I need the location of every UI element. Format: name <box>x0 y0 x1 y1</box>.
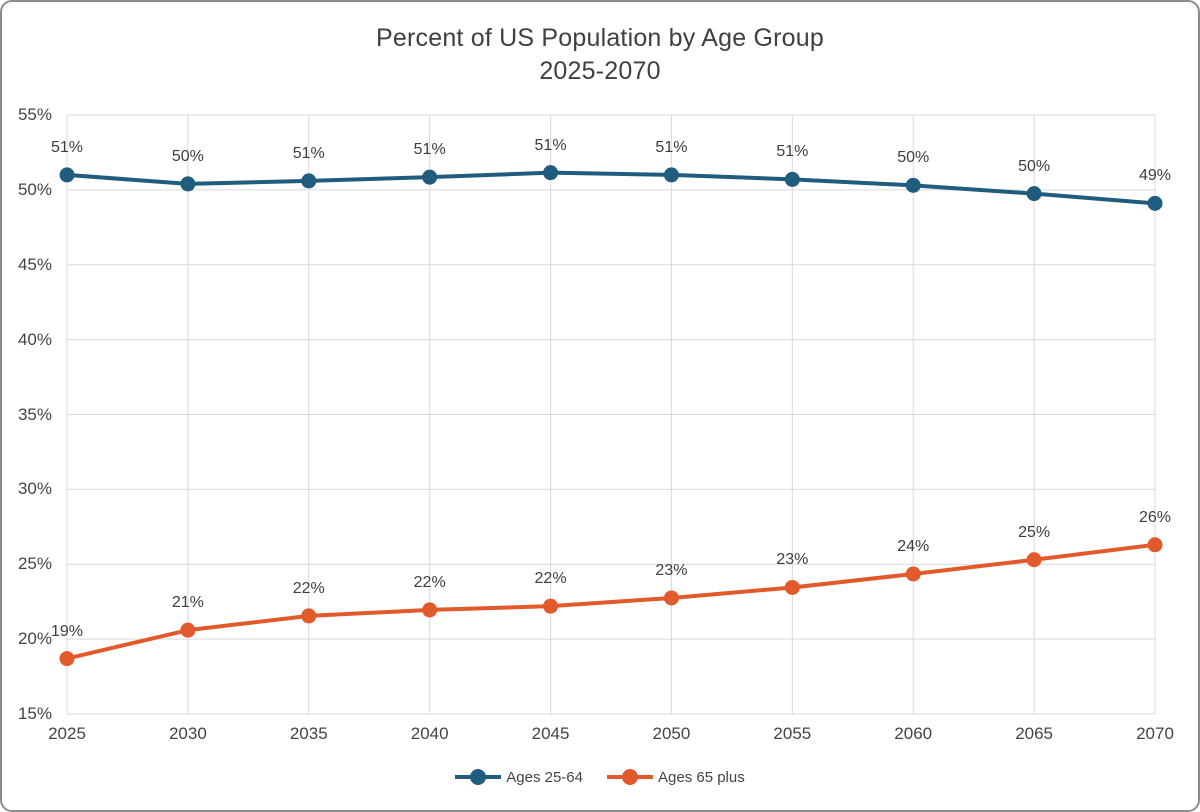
chart-title: Percent of US Population by Age Group 20… <box>2 22 1198 88</box>
legend: Ages 25-64 Ages 65 plus <box>2 768 1198 786</box>
data-point-ages-25-64 <box>301 173 317 189</box>
data-point-ages-25-64 <box>422 169 438 185</box>
legend-label: Ages 25-64 <box>506 768 583 786</box>
data-point-ages-65-plus <box>422 602 438 618</box>
data-point-ages-25-64 <box>663 167 679 183</box>
data-point-ages-65-plus <box>543 598 559 614</box>
data-point-ages-25-64 <box>543 165 559 181</box>
legend-marker-ages-25-64 <box>455 769 502 785</box>
series-line-ages-25-64 <box>65 170 1157 206</box>
data-point-ages-65-plus <box>301 608 317 624</box>
legend-marker-ages-65-plus <box>607 769 653 785</box>
chart-title-line2: 2025-2070 <box>539 57 661 85</box>
data-point-ages-65-plus <box>905 566 921 582</box>
data-point-ages-65-plus <box>180 622 196 638</box>
data-point-ages-65-plus <box>59 651 75 667</box>
series-line-ages-65-plus <box>65 542 1157 661</box>
data-point-ages-25-64 <box>59 167 75 183</box>
data-point-ages-25-64 <box>905 177 921 193</box>
data-point-ages-25-64 <box>1026 186 1042 202</box>
chart-title-line1: Percent of US Population by Age Group <box>376 24 824 52</box>
legend-label: Ages 65 plus <box>658 768 745 786</box>
legend-item-ages-65-plus: Ages 65 plus <box>607 768 745 786</box>
data-point-ages-65-plus <box>1147 537 1163 553</box>
data-point-ages-25-64 <box>784 171 800 187</box>
data-point-ages-65-plus <box>663 590 679 606</box>
data-point-ages-65-plus <box>1026 552 1042 568</box>
data-point-ages-65-plus <box>784 579 800 595</box>
legend-item-ages-25-64: Ages 25-64 <box>455 768 583 786</box>
data-point-ages-25-64 <box>180 176 196 192</box>
data-point-ages-25-64 <box>1147 195 1163 211</box>
